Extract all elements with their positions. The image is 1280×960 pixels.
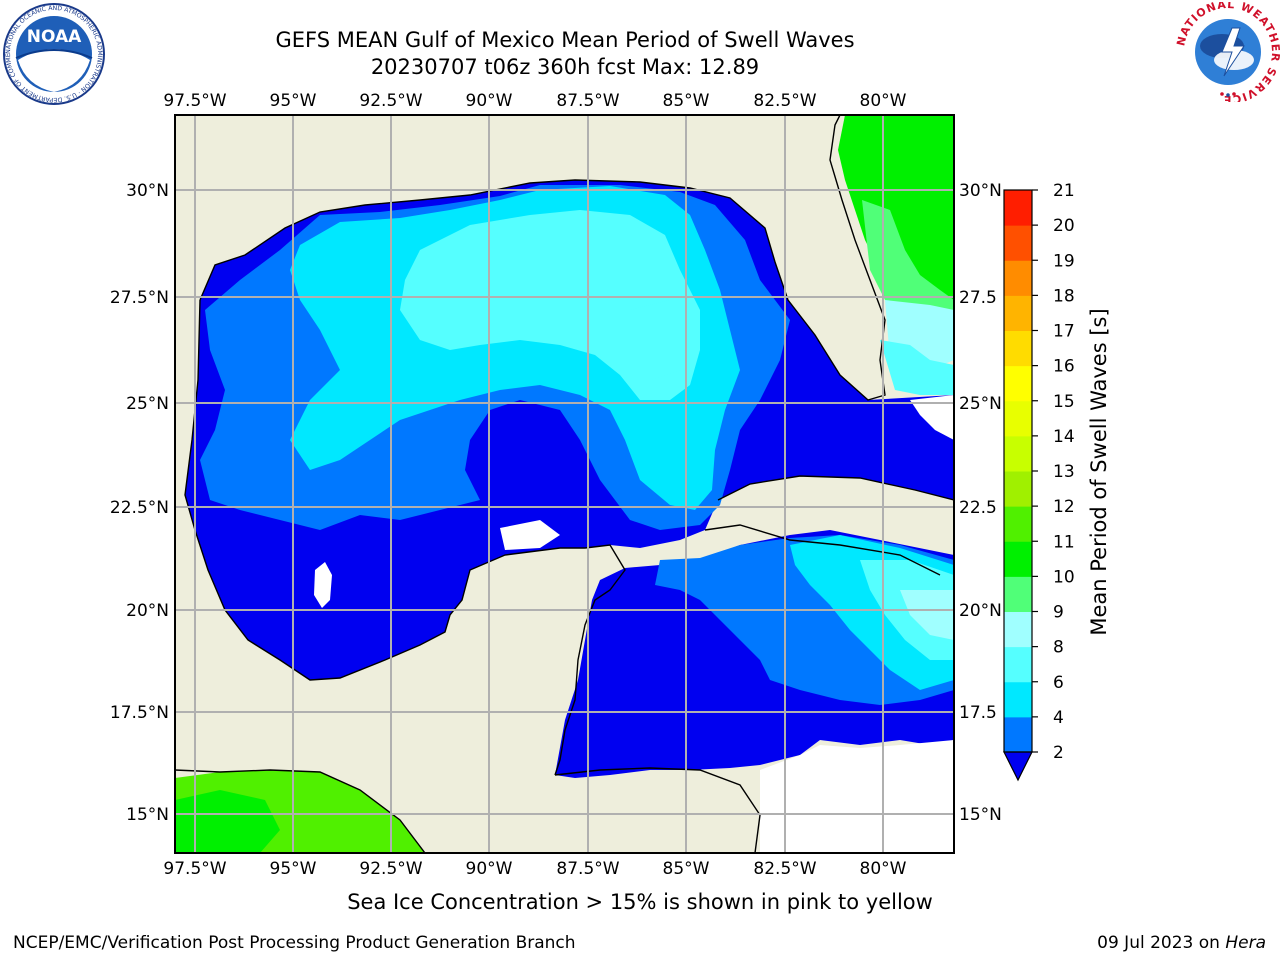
lat-label: 15°N (959, 805, 1002, 825)
gulf-water-light-cyan (400, 210, 700, 400)
lat-label: 15°N (126, 805, 169, 825)
colorbar-segment (1004, 611, 1032, 648)
lat-label: 27.5°N (110, 288, 169, 308)
colorbar-segment (1004, 716, 1032, 753)
lat-label: 22.5 (959, 498, 997, 518)
lon-label: 87.5°W (556, 859, 619, 879)
chart-subtitle: 20230707 t06z 360h fcst Max: 12.89 (370, 55, 760, 79)
lat-label: 17.5 (959, 703, 997, 723)
colorbar-segment (1004, 295, 1032, 331)
colorbar-segment (1004, 400, 1032, 437)
map-area (175, 115, 954, 853)
lat-label: 20°N (959, 601, 1002, 621)
footer-host: Hera (1225, 933, 1266, 953)
lon-label: 82.5°W (753, 91, 816, 111)
colorbar-label: Mean Period of Swell Waves [s] (1087, 308, 1111, 635)
lon-label: 85°W (663, 859, 710, 879)
colorbar-tick-label: 10 (1053, 567, 1075, 587)
colorbar-segment (1004, 576, 1032, 612)
chart-title: GEFS MEAN Gulf of Mexico Mean Period of … (275, 28, 855, 52)
colorbar-tick-label: 14 (1053, 427, 1075, 447)
lon-labels-top: 97.5°W 95°W 92.5°W 90°W 87.5°W 85°W 82.5… (163, 91, 906, 111)
colorbar-tick-label: 12 (1053, 497, 1075, 517)
colorbar-under-arrow (1003, 751, 1033, 782)
caribbean-water-pale (900, 590, 954, 640)
coastlines (175, 115, 954, 853)
lon-label: 97.5°W (163, 91, 226, 111)
colorbar-segment (1004, 365, 1032, 402)
footer-credit: NCEP/EMC/Verification Post Processing Pr… (13, 933, 576, 953)
no-data-west (314, 562, 332, 608)
lat-label: 30°N (126, 181, 169, 201)
lon-label: 90°W (466, 859, 513, 879)
lon-label: 80°W (860, 91, 907, 111)
atlantic-green (838, 115, 954, 300)
lon-label: 80°W (860, 859, 907, 879)
no-data-campeche (500, 520, 560, 550)
lat-label: 25°N (959, 394, 1002, 414)
lon-label: 82.5°W (753, 859, 816, 879)
lat-labels-right: 30°N 27.5 25°N 22.5 20°N 17.5 15°N (959, 181, 1002, 825)
colorbar-segment (1004, 471, 1032, 507)
caption: Sea Ice Concentration > 15% is shown in … (347, 890, 933, 914)
lon-label: 95°W (270, 91, 317, 111)
colorbar-segment (1004, 506, 1032, 542)
lat-label: 27.5 (959, 288, 997, 308)
colorbar-tick-label: 15 (1053, 392, 1075, 412)
lon-label: 97.5°W (163, 859, 226, 879)
colorbar-tick-label: 6 (1053, 673, 1064, 693)
lon-labels-bottom: 97.5°W 95°W 92.5°W 90°W 87.5°W 85°W 82.5… (163, 859, 906, 879)
colorbar-tick-label: 19 (1053, 251, 1075, 271)
footer-date-text: 09 Jul 2023 on (1097, 933, 1226, 953)
lon-label: 90°W (466, 91, 513, 111)
colorbar-segment (1004, 225, 1032, 261)
lat-label: 20°N (126, 601, 169, 621)
colorbar-tick-label: 13 (1053, 462, 1075, 482)
noaa-logo: NATIONAL OCEANIC AND ATMOSPHERIC ADMINIS… (2, 2, 105, 105)
colorbar-tick-label: 21 (1053, 181, 1075, 201)
lat-label: 17.5°N (110, 703, 169, 723)
colorbar-tick-label: 2 (1053, 743, 1064, 763)
pacific-bright-green (175, 790, 280, 853)
lon-label: 87.5°W (556, 91, 619, 111)
colorbar-segment (1004, 260, 1032, 296)
gulf-water-light-cyan-2 (630, 300, 690, 380)
colorbar-tick-label: 9 (1053, 603, 1064, 623)
colorbar-tick-label: 8 (1053, 638, 1064, 658)
colorbar-segment (1004, 681, 1032, 718)
lon-label: 95°W (270, 859, 317, 879)
lat-label: 30°N (959, 181, 1002, 201)
colorbar-segment (1004, 330, 1032, 367)
colorbar-segment (1004, 646, 1032, 683)
nws-logo: NATIONAL WEATHER SERVICE (1176, 2, 1280, 102)
noaa-wordmark: NOAA (27, 27, 82, 47)
lat-label: 22.5°N (110, 498, 169, 518)
atlantic-light-cyan (880, 340, 954, 395)
lat-label: 25°N (126, 394, 169, 414)
colorbar: 2 4 6 8 9 10 11 12 13 14 15 16 17 18 19 20 21 (1003, 181, 1075, 782)
colorbar-tick-label: 17 (1053, 322, 1075, 342)
no-data-florida-straits (910, 395, 954, 440)
colorbar-tick-label: 20 (1053, 216, 1075, 236)
lon-label: 92.5°W (359, 859, 422, 879)
colorbar-tick-label: 18 (1053, 286, 1075, 306)
lat-labels-left: 30°N 27.5°N 25°N 22.5°N 20°N 17.5°N 15°N (110, 181, 169, 825)
colorbar-tick-label: 4 (1053, 708, 1064, 728)
colorbar-segment (1004, 541, 1032, 577)
colorbar-tick-label: 11 (1053, 532, 1075, 552)
colorbar-segment (1004, 190, 1032, 226)
lon-label: 85°W (663, 91, 710, 111)
colorbar-tick-label: 16 (1053, 357, 1075, 377)
lon-label: 92.5°W (359, 91, 422, 111)
colorbar-segment (1004, 435, 1032, 472)
map-frame (174, 114, 955, 854)
footer-date: 09 Jul 2023 on Hera (1097, 933, 1266, 953)
no-data-caribbean (760, 740, 954, 853)
graticule (175, 115, 954, 853)
